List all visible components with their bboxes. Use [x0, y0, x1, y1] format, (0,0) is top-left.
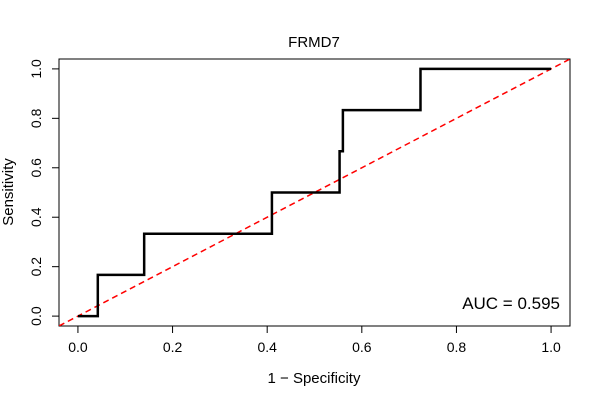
roc-curve	[77, 67, 552, 318]
y-tick-label: 0.8	[28, 108, 44, 128]
reference-diagonal-line	[59, 59, 570, 326]
series-layer	[59, 59, 570, 326]
y-tick-label: 0.0	[28, 306, 44, 326]
auc-annotation: AUC = 0.595	[462, 294, 560, 313]
chart-title: FRMD7	[288, 34, 340, 51]
x-axis: 0.0 0.2 0.4 0.6 0.8 1.0	[68, 325, 561, 355]
y-tick-label: 1.0	[28, 59, 44, 79]
x-tick-label: 0.0	[68, 339, 88, 355]
y-axis: 0.0 0.2 0.4 0.6 0.8 1.0	[28, 59, 60, 326]
y-tick-label: 0.6	[28, 158, 44, 178]
y-axis-label: Sensitivity	[0, 158, 17, 226]
x-tick-label: 0.4	[257, 339, 277, 355]
y-tick-label: 0.2	[28, 257, 44, 277]
x-tick-label: 1.0	[541, 339, 561, 355]
x-tick-label: 0.8	[447, 339, 467, 355]
x-tick-label: 0.2	[163, 339, 183, 355]
x-tick-label: 0.6	[352, 339, 372, 355]
y-tick-label: 0.4	[28, 207, 44, 227]
x-axis-label: 1 − Specificity	[268, 370, 361, 387]
